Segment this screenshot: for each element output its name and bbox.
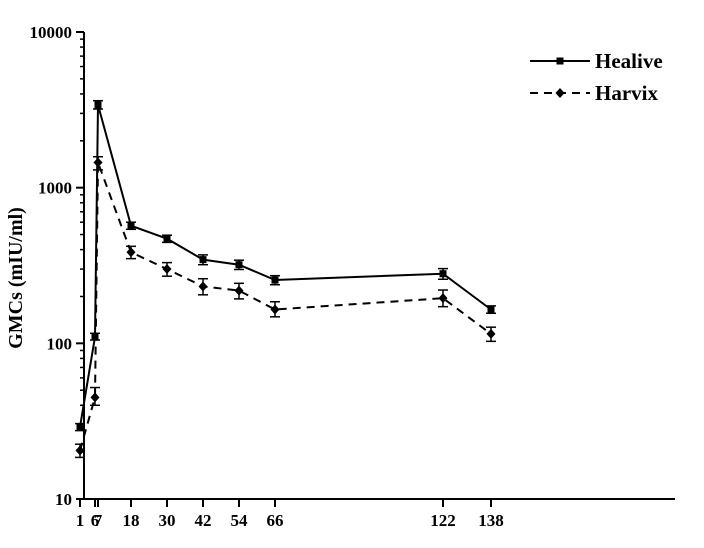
series-layer (75, 99, 496, 459)
legend-marker-healive (556, 57, 564, 65)
data-point (235, 261, 243, 269)
data-point (438, 293, 448, 304)
x-tick-label: 42 (195, 511, 212, 530)
legend-label-healive: Healive (595, 49, 663, 73)
y-tick-label: 100 (47, 334, 73, 353)
x-tick-label: 18 (123, 511, 140, 530)
legend: Healive Harvix (530, 49, 663, 105)
x-tick-label: 138 (478, 511, 504, 530)
data-point (439, 270, 447, 278)
data-point (75, 445, 85, 456)
series-harvix (75, 155, 496, 459)
x-tick-label: 6 (91, 511, 100, 530)
data-point (271, 276, 279, 284)
x-tick-label: 66 (267, 511, 284, 530)
data-point (234, 285, 244, 296)
y-ticks: 10 100 1000 10000 (30, 23, 84, 509)
x-axis: 1 67 18 30 42 54 66 122 138 (76, 498, 675, 530)
legend-marker-harvix (555, 88, 565, 98)
y-tick-label: 10000 (30, 23, 73, 42)
series-line (79, 104, 492, 428)
legend-label-harvix: Harvix (595, 81, 658, 105)
data-point (76, 423, 84, 431)
x-tick-label: 54 (231, 511, 249, 530)
x-tick-label: 7 (94, 511, 103, 530)
x-tick-label: 122 (430, 511, 456, 530)
series-line (79, 162, 492, 451)
y-tick-label: 1000 (38, 179, 72, 198)
data-point (198, 281, 208, 292)
data-point (90, 392, 100, 403)
data-point (270, 304, 280, 315)
data-point (486, 328, 496, 339)
data-point (163, 235, 171, 243)
series-healive (75, 99, 496, 432)
x-ticks: 1 67 18 30 42 54 66 122 138 (76, 499, 504, 530)
data-point (487, 305, 495, 313)
data-point (94, 101, 102, 109)
y-tick-label: 10 (55, 490, 72, 509)
x-tick-label: 30 (159, 511, 176, 530)
y-axis-label: GMCs (mIU/ml) (5, 207, 27, 349)
data-point (199, 256, 207, 264)
data-point (162, 264, 172, 275)
data-point (93, 157, 103, 168)
x-tick-label: 1 (76, 511, 85, 530)
data-point (126, 247, 136, 258)
data-point (127, 222, 135, 230)
y-axis: 10 100 1000 10000 GMCs (mIU/ml) (5, 23, 85, 509)
